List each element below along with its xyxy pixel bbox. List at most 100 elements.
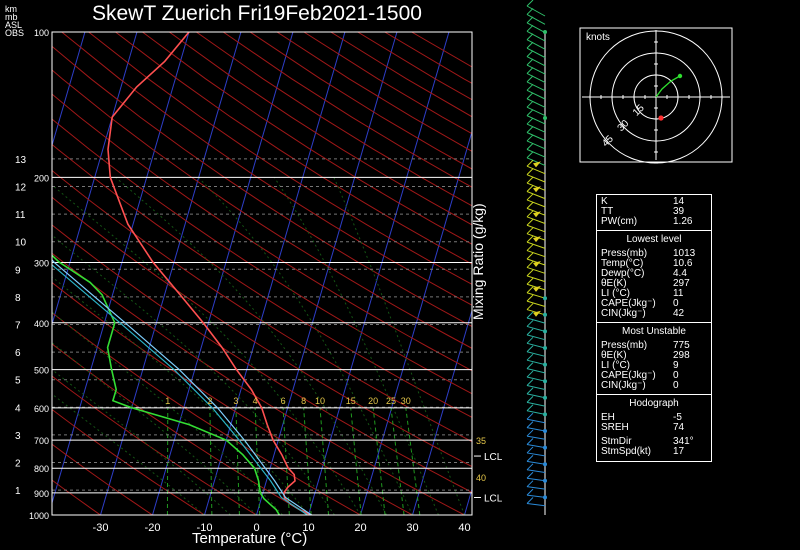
stability-indices-panel: K 14 TT 39 PW(cm) 1.26 Lowest level Press(m… bbox=[596, 194, 712, 462]
height-tick-label: 2 bbox=[15, 459, 21, 470]
wind-barb-icon bbox=[526, 351, 546, 357]
wind-barb-feather-icon bbox=[526, 404, 534, 412]
pressure-tick-label: 500 bbox=[34, 366, 49, 376]
wind-barb-icon bbox=[526, 469, 546, 473]
corner-label-km: km bbox=[5, 4, 17, 14]
wind-barb-icon bbox=[526, 427, 546, 432]
wind-barb-icon bbox=[526, 359, 546, 366]
wind-barb-icon bbox=[526, 486, 546, 490]
dry-adiabat-line bbox=[52, 281, 414, 515]
moist-adiabat-line bbox=[52, 393, 205, 515]
height-tick-label: 4 bbox=[15, 403, 21, 414]
wind-level-dot bbox=[543, 445, 547, 450]
profile-line-parcel_1 bbox=[52, 259, 312, 515]
wind-barb-icon bbox=[526, 250, 546, 258]
corner-labels: km mb ASL OBS bbox=[5, 4, 24, 38]
lowest-value: 11 bbox=[673, 288, 684, 299]
index-label: K bbox=[601, 196, 608, 207]
wind-barb-icon bbox=[526, 325, 546, 332]
wind-barb-feather-icon bbox=[526, 8, 534, 15]
x-axis-title: Temperature (°C) bbox=[192, 530, 308, 547]
dry-adiabat-line bbox=[52, 252, 466, 515]
wind-barb-feather-icon bbox=[526, 277, 534, 285]
level-annotation-label: 35 bbox=[476, 436, 486, 446]
wind-barb-feather-icon bbox=[526, 83, 534, 91]
height-tick-label: 8 bbox=[15, 293, 21, 304]
temp-tick-label: -30 bbox=[93, 522, 109, 534]
moist-adiabat-line bbox=[333, 177, 465, 515]
dry-adiabat-line bbox=[52, 169, 472, 443]
dry-adiabat-line bbox=[61, 32, 472, 306]
hodograph-unit-label: knots bbox=[586, 32, 610, 43]
dry-adiabat-line bbox=[52, 69, 472, 349]
wind-barb-feather-icon bbox=[526, 176, 534, 184]
temp-tick-label: 0 bbox=[253, 522, 259, 534]
unstable-label: θE(K) bbox=[601, 350, 627, 361]
mixing-ratio-tick-label: 6 bbox=[281, 396, 286, 406]
wind-level-dot bbox=[543, 395, 547, 400]
wind-pennant-icon bbox=[533, 236, 541, 243]
isotherm-line bbox=[152, 32, 294, 515]
wind-barb-feather-icon bbox=[526, 320, 534, 327]
wind-level-dot bbox=[543, 312, 547, 317]
unstable-label: CIN(Jkg⁻) bbox=[601, 380, 646, 391]
isotherm-line bbox=[52, 32, 86, 148]
temp-tick-label: -20 bbox=[145, 522, 161, 534]
wind-barb-feather-icon bbox=[526, 286, 534, 294]
wind-barb-feather-icon bbox=[526, 159, 534, 167]
wind-barb-feather-icon bbox=[526, 202, 534, 209]
wind-barb-icon bbox=[526, 106, 546, 117]
wind-barb-icon bbox=[526, 266, 546, 274]
wind-barb-feather-icon bbox=[526, 269, 534, 277]
wind-barb-icon bbox=[526, 384, 546, 390]
wind-pennant-icon bbox=[533, 161, 541, 168]
wind-barb-feather-icon bbox=[526, 345, 534, 353]
most-unstable-title: Most Unstable bbox=[597, 322, 711, 339]
wind-barb-feather-icon bbox=[526, 24, 534, 32]
dry-adiabat-line bbox=[52, 479, 102, 515]
hodograph-end-dot bbox=[677, 73, 683, 79]
index-value: 39 bbox=[673, 206, 685, 217]
wind-barb-icon bbox=[526, 410, 546, 415]
wind-barb-feather-icon bbox=[526, 218, 534, 226]
wind-barb-feather-icon bbox=[526, 438, 534, 445]
wind-level-dot bbox=[543, 495, 547, 500]
wind-barb-feather-icon bbox=[526, 412, 534, 420]
profile-line-temperature bbox=[107, 32, 312, 515]
index-label: TT bbox=[601, 206, 614, 217]
chart-title: SkewT Zuerich Fri19Feb2021-1500 bbox=[92, 2, 422, 25]
height-tick-label: 5 bbox=[15, 376, 21, 387]
wind-barb-icon bbox=[526, 5, 546, 17]
wind-barb-icon bbox=[526, 477, 546, 482]
height-tick-label: 13 bbox=[15, 155, 27, 166]
wind-barb-feather-icon bbox=[526, 261, 534, 268]
wind-barb-icon bbox=[526, 283, 546, 291]
hodo-label: EH bbox=[601, 412, 615, 423]
lowest-value: 297 bbox=[673, 278, 690, 289]
wind-barb-feather-icon bbox=[526, 50, 534, 57]
wind-barb-icon bbox=[526, 300, 546, 307]
wind-barb-icon bbox=[526, 115, 546, 125]
wind-barb-feather-icon bbox=[526, 151, 534, 159]
index-row-k: K 14 bbox=[601, 197, 711, 207]
wind-barb-feather-icon bbox=[526, 311, 534, 319]
wind-barb-icon bbox=[526, 224, 546, 233]
index-label: PW(cm) bbox=[601, 216, 638, 227]
mixing-ratio-tick-label: 2 bbox=[207, 396, 212, 406]
hodograph-group bbox=[582, 30, 730, 164]
wind-barb-feather-icon bbox=[526, 75, 534, 83]
isotherm-line bbox=[100, 32, 242, 515]
pressure-tick-label: 900 bbox=[34, 489, 49, 499]
wind-level-dot bbox=[543, 379, 547, 384]
index-row-tt: TT 39 bbox=[601, 207, 711, 217]
wind-barb-feather-icon bbox=[526, 235, 534, 243]
wind-barb-icon bbox=[526, 444, 546, 449]
wind-barb-icon bbox=[526, 503, 546, 507]
wind-barb-icon bbox=[526, 342, 546, 349]
index-value: 14 bbox=[673, 196, 685, 207]
hodo-row: EH -5 bbox=[601, 413, 711, 423]
mixing-ratio-tick-label: 3 bbox=[233, 396, 238, 406]
wind-pennant-icon bbox=[533, 310, 541, 317]
wind-barb-feather-icon bbox=[526, 480, 534, 488]
mixing-ratio-line bbox=[254, 407, 261, 515]
